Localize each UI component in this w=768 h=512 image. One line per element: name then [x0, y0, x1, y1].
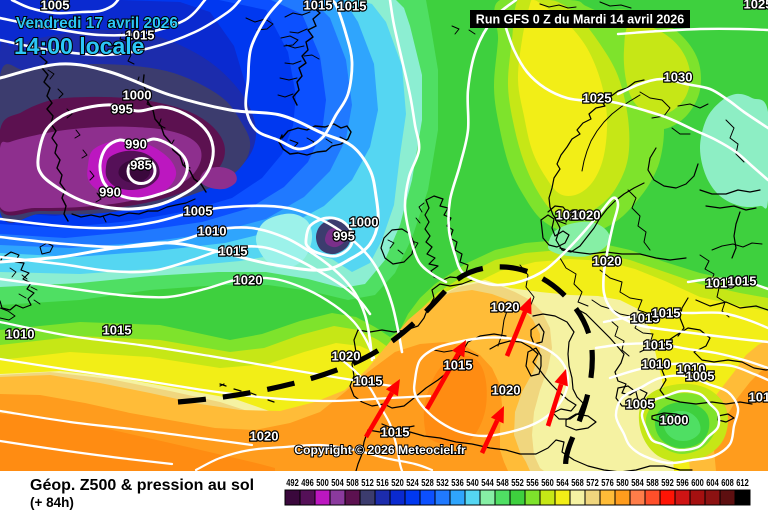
svg-text:1015: 1015 — [354, 374, 383, 389]
svg-text:(+ 84h): (+ 84h) — [30, 495, 74, 510]
svg-text:14:00 locale: 14:00 locale — [14, 33, 144, 59]
svg-text:1015: 1015 — [126, 28, 155, 43]
svg-text:1015: 1015 — [728, 274, 757, 289]
svg-text:1020: 1020 — [593, 254, 622, 269]
svg-text:560: 560 — [541, 478, 554, 489]
svg-text:1020: 1020 — [332, 349, 361, 364]
svg-text:1015: 1015 — [444, 358, 473, 373]
svg-text:1015: 1015 — [749, 390, 768, 405]
svg-text:1010: 1010 — [642, 357, 671, 372]
svg-text:528: 528 — [421, 478, 434, 489]
svg-text:1020: 1020 — [492, 383, 521, 398]
svg-text:508: 508 — [346, 478, 359, 489]
svg-text:1020: 1020 — [250, 429, 279, 444]
svg-text:540: 540 — [466, 478, 479, 489]
svg-text:990: 990 — [125, 137, 147, 152]
svg-text:1010: 1010 — [198, 224, 227, 239]
svg-text:584: 584 — [631, 478, 644, 489]
svg-text:1010: 1010 — [6, 327, 35, 342]
svg-text:Copyright © 2026 Meteociel.fr: Copyright © 2026 Meteociel.fr — [294, 443, 466, 457]
svg-text:544: 544 — [481, 478, 494, 489]
svg-text:1015: 1015 — [103, 323, 132, 338]
svg-text:1015: 1015 — [381, 425, 410, 440]
svg-text:596: 596 — [676, 478, 689, 489]
svg-text:1025: 1025 — [744, 0, 768, 12]
svg-text:1015: 1015 — [338, 0, 367, 14]
svg-text:1020: 1020 — [572, 208, 601, 223]
svg-text:1005: 1005 — [686, 369, 715, 384]
svg-text:496: 496 — [301, 478, 314, 489]
svg-text:1015: 1015 — [631, 311, 660, 326]
svg-text:500: 500 — [316, 478, 329, 489]
svg-text:576: 576 — [601, 478, 614, 489]
svg-text:532: 532 — [436, 478, 449, 489]
svg-text:548: 548 — [496, 478, 509, 489]
svg-text:1005: 1005 — [626, 397, 655, 412]
svg-text:552: 552 — [511, 478, 524, 489]
svg-text:572: 572 — [586, 478, 599, 489]
svg-text:556: 556 — [526, 478, 539, 489]
svg-text:1015: 1015 — [304, 0, 333, 13]
svg-text:1020: 1020 — [556, 208, 585, 223]
svg-text:1015: 1015 — [219, 244, 248, 259]
svg-text:600: 600 — [691, 478, 704, 489]
svg-text:1000: 1000 — [350, 215, 379, 230]
svg-text:588: 588 — [646, 478, 659, 489]
svg-text:1000: 1000 — [123, 88, 152, 103]
svg-text:Run GFS 0 Z du Mardi 14 avril: Run GFS 0 Z du Mardi 14 avril 2026 — [476, 13, 684, 27]
svg-text:516: 516 — [376, 478, 389, 489]
svg-text:492: 492 — [286, 478, 299, 489]
svg-text:592: 592 — [661, 478, 674, 489]
svg-text:1005: 1005 — [184, 204, 213, 219]
svg-text:612: 612 — [736, 478, 749, 489]
svg-text:568: 568 — [571, 478, 584, 489]
svg-text:1015: 1015 — [706, 276, 735, 291]
svg-text:504: 504 — [331, 478, 344, 489]
svg-text:1000: 1000 — [660, 413, 689, 428]
svg-text:604: 604 — [706, 478, 719, 489]
svg-text:985: 985 — [130, 158, 152, 173]
svg-text:1005: 1005 — [41, 0, 70, 13]
svg-text:524: 524 — [406, 478, 419, 489]
svg-text:995: 995 — [111, 102, 133, 117]
svg-text:1025: 1025 — [583, 91, 612, 106]
svg-text:608: 608 — [721, 478, 734, 489]
svg-text:995: 995 — [333, 229, 355, 244]
svg-text:1020: 1020 — [234, 273, 263, 288]
svg-text:Vendredi 17 avril 2026: Vendredi 17 avril 2026 — [16, 15, 178, 32]
svg-text:1010: 1010 — [677, 362, 706, 377]
svg-text:990: 990 — [99, 185, 121, 200]
svg-text:512: 512 — [361, 478, 374, 489]
svg-text:1020: 1020 — [491, 300, 520, 315]
svg-text:Géop. Z500 & pression au sol: Géop. Z500 & pression au sol — [30, 477, 254, 494]
svg-text:536: 536 — [451, 478, 464, 489]
svg-text:580: 580 — [616, 478, 629, 489]
svg-text:1015: 1015 — [652, 306, 681, 321]
svg-text:1030: 1030 — [664, 70, 693, 85]
svg-text:1015: 1015 — [644, 338, 673, 353]
svg-text:564: 564 — [556, 478, 569, 489]
svg-text:520: 520 — [391, 478, 404, 489]
